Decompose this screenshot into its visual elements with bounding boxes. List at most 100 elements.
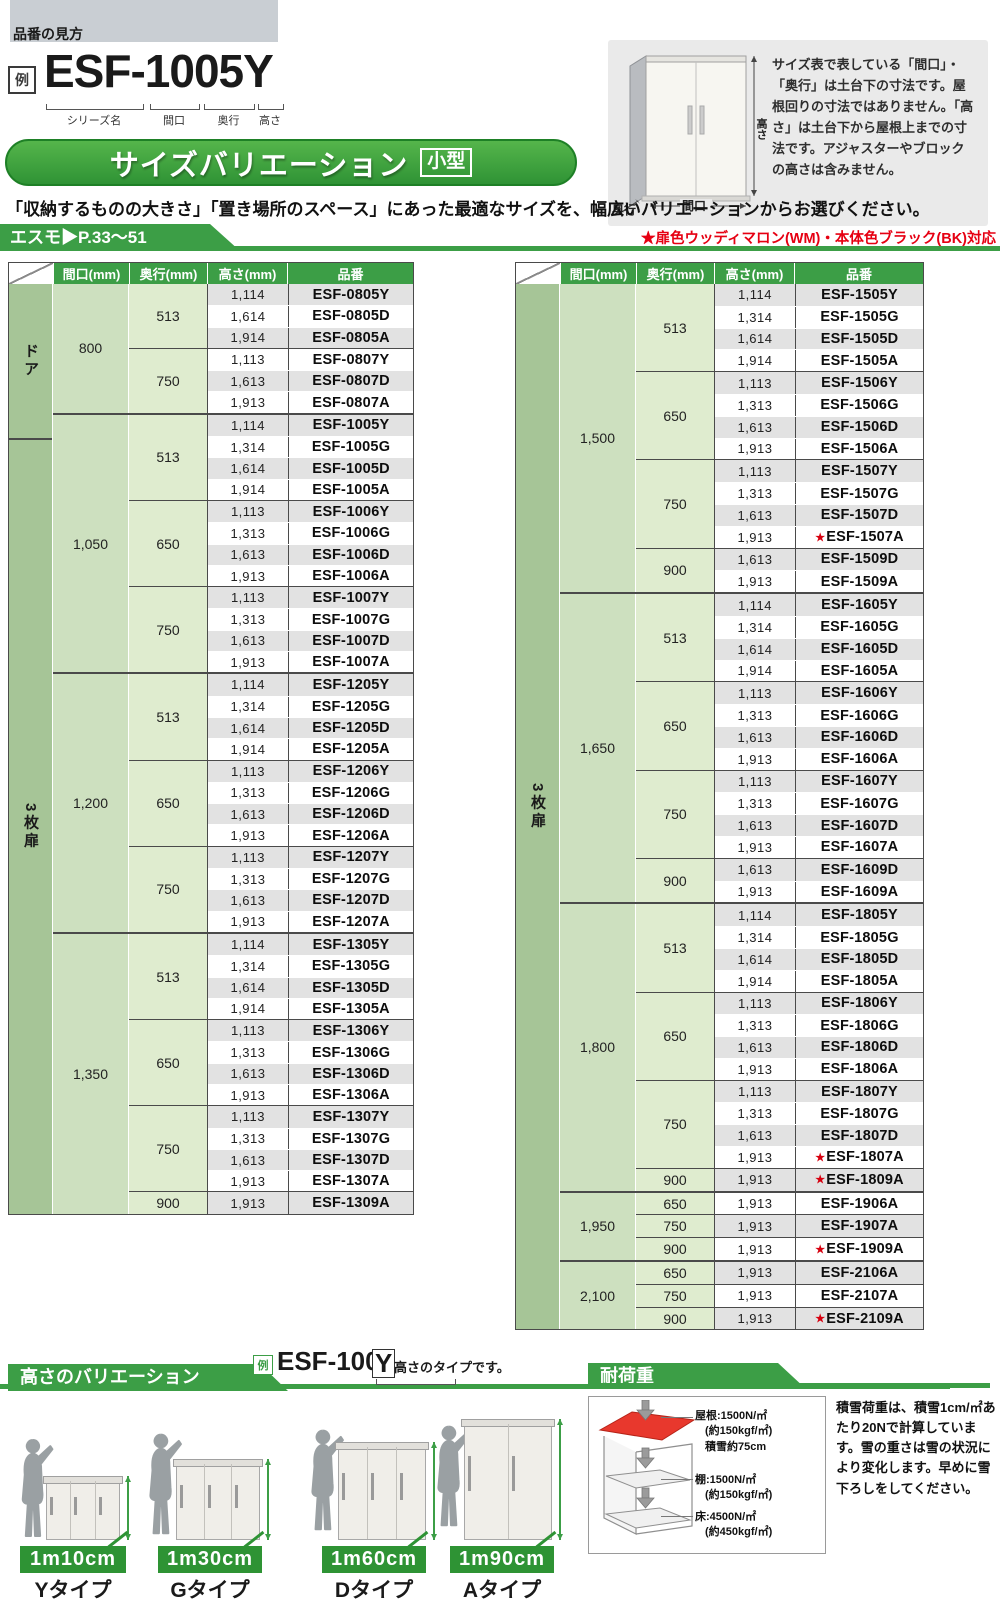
model-cell: ESF-1207G	[288, 869, 413, 890]
model-cell: ★ ESF-1909A	[795, 1238, 923, 1261]
model-cell: ESF-1006G	[288, 523, 413, 544]
model-cell: ESF-1607Y	[795, 770, 923, 793]
width-cell: 1,650	[560, 594, 636, 903]
shed-doors	[47, 1481, 119, 1539]
table-header-row: 間口(mm) 奥行(mm) 高さ(mm) 品番	[516, 263, 923, 284]
height-cell: 1,913	[737, 839, 773, 855]
table-row: 1,614 ESF-1005D	[208, 457, 413, 479]
height-cell: 1,113	[737, 773, 773, 789]
table-row: 1,613 ESF-1609D	[715, 858, 923, 881]
dimension-info-box: 高さ 間口 奥行 サイズ表で表している「間口」・「奥行」は土台下の寸法です。屋根回り…	[608, 40, 988, 226]
height-cell: 1,613	[737, 862, 773, 878]
height-dimension-arrow	[431, 1442, 437, 1540]
table-row: 1,913 ESF-1206A	[208, 824, 413, 846]
width-group: 2,100 650 1,913 ESF-2106A 750 1,913 ESF-2107A 9…	[560, 1260, 923, 1330]
table-row: 1,913 ESF-0807A	[208, 391, 413, 413]
depth-cell: 513	[129, 414, 207, 500]
model-cell: ESF-1609A	[795, 881, 923, 903]
model-rows: 1,114 ESF-1005Y 1,314 ESF-1005G 1,614 ESF-100…	[207, 414, 413, 500]
table-row: 1,113 ESF-1306Y	[208, 1020, 413, 1042]
height-cell: 1,114	[737, 597, 773, 613]
person-silhouette	[149, 1433, 182, 1535]
depth-cell: 750	[129, 846, 207, 932]
height-cell: 1,314	[737, 930, 773, 945]
height-cell: 1,613	[230, 1152, 266, 1168]
bracket-label-series: シリーズ名	[66, 115, 122, 127]
table-row: 1,314 ESF-1505G	[715, 305, 923, 328]
depth-cell: 750	[636, 1080, 714, 1168]
depth-cell: 650	[636, 372, 714, 460]
model-cell: ESF-1005A	[288, 479, 413, 500]
depth-cell: 513	[129, 674, 207, 760]
model-cell: ESF-1806Y	[795, 992, 923, 1015]
table-row: 1,913 ★ ESF-1507A	[715, 525, 923, 548]
depth-cell: 650	[129, 1020, 207, 1106]
height-variation-title: 高さのバリエーション	[8, 1364, 288, 1391]
table-row: 1,913 ESF-1907A	[715, 1215, 923, 1238]
table-row: 1,113 ESF-1206Y	[208, 760, 413, 782]
table-row: 1,614 ESF-1305D	[208, 976, 413, 998]
table-row: 1,113 ESF-1606Y	[715, 682, 923, 705]
height-example-suffix: Y	[372, 1349, 396, 1379]
model-rows: 1,913 ★ ESF-1909A	[714, 1238, 923, 1261]
table-row: 1,914 ESF-1805A	[715, 969, 923, 992]
model-cell: ESF-1509A	[795, 571, 923, 593]
leader-shelf	[661, 1479, 693, 1480]
bracket-series	[46, 104, 144, 110]
height-size-badge: 1m90cm	[450, 1530, 557, 1573]
height-size-badge: 1m30cm	[158, 1530, 265, 1573]
depth-group: 900 1,913 ★ ESF-2109A	[636, 1306, 923, 1330]
table-row: 1,113 ESF-1007Y	[208, 587, 413, 609]
table-row: 1,114 ESF-1005Y	[208, 414, 413, 437]
table-row: 1,313 ESF-1206G	[208, 781, 413, 804]
depth-group: 900 1,913 ESF-1309A	[129, 1191, 413, 1214]
model-rows: 1,113 ESF-1807Y 1,313 ESF-1807G 1,613 ESF-180…	[714, 1080, 923, 1168]
model-cell: ESF-1605Y	[795, 594, 923, 616]
depth-group: 513 1,114 ESF-1205Y 1,314 ESF-1205G 1,614 ESF-…	[129, 674, 413, 760]
table-row: 1,113 ESF-1307Y	[208, 1106, 413, 1128]
depth-cell: 900	[636, 1307, 714, 1330]
height-size-badge: 1m10cm	[20, 1530, 129, 1573]
model-rows: 1,913 ESF-1907A	[714, 1215, 923, 1238]
model-rows: 1,113 ESF-1506Y 1,313 ESF-1506G 1,613 ESF-150…	[714, 372, 923, 460]
table-content: 800 513 1,114 ESF-0805Y 1,614 ESF-0805D 1,914 E…	[53, 284, 413, 1214]
depth-cell: 750	[636, 1284, 714, 1307]
height-cell: 1,113	[230, 763, 266, 779]
height-cell: 1,114	[737, 907, 773, 923]
model-cell: ESF-1805A	[795, 970, 923, 992]
width-cell: 1,050	[53, 414, 129, 673]
depth-group: 513 1,114 ESF-1305Y 1,314 ESF-1305G 1,614 ESF-…	[129, 933, 413, 1020]
depth-group: 513 1,114 ESF-1805Y 1,314 ESF-1805G 1,614 ESF-…	[636, 904, 923, 992]
depth-cell: 750	[636, 1215, 714, 1238]
table-row: 1,914 ESF-1505A	[715, 349, 923, 372]
height-cell: 1,313	[230, 1131, 266, 1147]
height-cell: 1,913	[737, 1241, 773, 1257]
table-row: 1,613 ESF-1306D	[208, 1062, 413, 1084]
star-icon: ★	[815, 1243, 826, 1256]
depth-cell: 900	[636, 548, 714, 593]
shed-illustration	[43, 1476, 123, 1540]
door-type-label: ドア	[22, 342, 39, 379]
model-rows: 1,913 ESF-2107A	[714, 1284, 923, 1307]
width-group: 1,500 513 1,114 ESF-1505Y 1,314 ESF-1505G 1,61…	[560, 284, 923, 593]
height-cell: 1,313	[230, 1045, 266, 1061]
height-cell: 1,314	[737, 619, 773, 635]
depth-group: 513 1,114 ESF-1505Y 1,314 ESF-1505G 1,614 ESF-…	[636, 284, 923, 372]
door-type-section: ドア	[9, 284, 52, 440]
height-cell: 1,114	[737, 287, 773, 303]
model-cell: ESF-1605D	[795, 638, 923, 660]
height-cell: 1,913	[737, 1061, 773, 1077]
table-row: 1,613 ESF-1307D	[208, 1148, 413, 1171]
shed-door	[367, 1447, 396, 1539]
table-row: 1,114 ESF-0805Y	[208, 284, 413, 306]
table-row: 1,613 ESF-0807D	[208, 370, 413, 392]
height-cell: 1,613	[737, 818, 773, 834]
model-rows: 1,613 ESF-1609D 1,913 ESF-1609A	[714, 858, 923, 903]
model-cell: ESF-1205G	[288, 696, 413, 717]
height-cell: 1,313	[230, 785, 266, 801]
depth-group: 650 1,113 ESF-1506Y 1,313 ESF-1506G 1,613 ESF-…	[636, 371, 923, 460]
height-dimension-arrow	[125, 1476, 131, 1540]
height-cell: 1,613	[230, 633, 266, 649]
height-cell: 1,613	[230, 806, 266, 822]
diagonal-header-cell	[9, 263, 53, 284]
